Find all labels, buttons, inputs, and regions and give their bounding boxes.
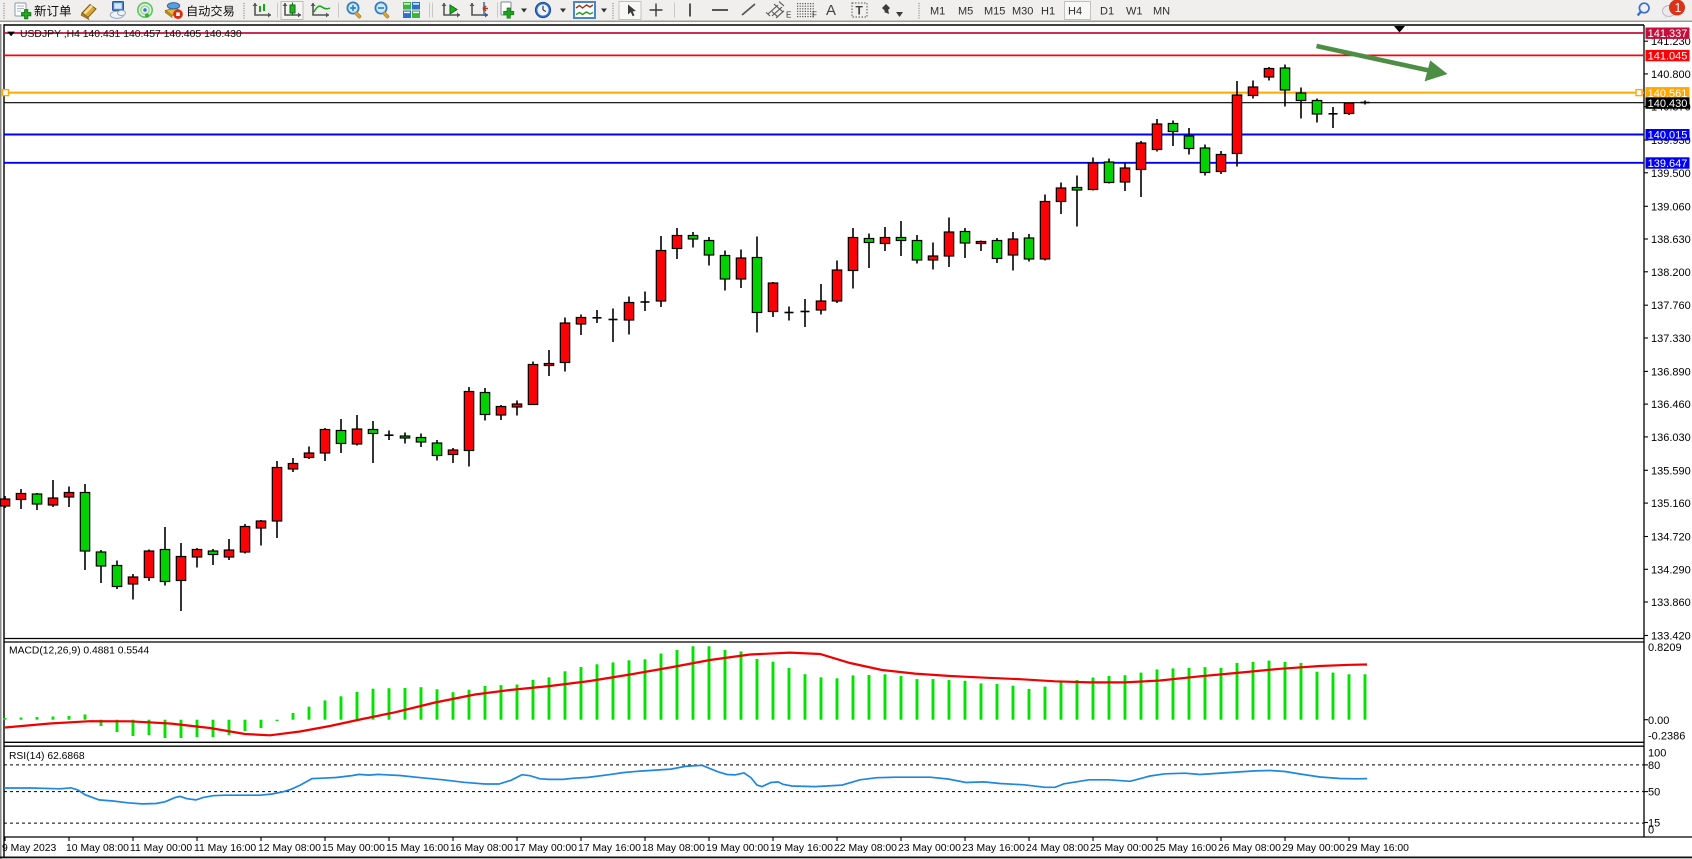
svg-text:11 May 00:00: 11 May 00:00 — [130, 843, 192, 854]
svg-text:140.015: 140.015 — [1648, 130, 1688, 142]
svg-text:17 May 16:00: 17 May 16:00 — [578, 843, 641, 854]
svg-text:16 May 08:00: 16 May 08:00 — [450, 843, 513, 854]
svg-text:133.420: 133.420 — [1651, 631, 1691, 643]
svg-text:17 May 00:00: 17 May 00:00 — [514, 843, 577, 854]
svg-text:26 May 08:00: 26 May 08:00 — [1218, 843, 1281, 854]
svg-text:M1: M1 — [930, 6, 945, 18]
svg-text:H1: H1 — [1041, 6, 1055, 18]
svg-text:23 May 16:00: 23 May 16:00 — [962, 843, 1025, 854]
svg-text:RSI(14) 62.6868: RSI(14) 62.6868 — [9, 751, 85, 762]
svg-text:140.561: 140.561 — [1648, 88, 1688, 100]
svg-text:141.230: 141.230 — [1651, 36, 1691, 48]
svg-text:MACD(12,26,9) 0.4881 0.5544: MACD(12,26,9) 0.4881 0.5544 — [9, 646, 150, 657]
svg-text:138.200: 138.200 — [1651, 267, 1691, 279]
svg-text:100: 100 — [1648, 748, 1666, 760]
svg-text:50: 50 — [1648, 787, 1660, 799]
svg-text:H4: H4 — [1068, 6, 1082, 18]
svg-text:M30: M30 — [1012, 6, 1033, 18]
svg-text:1: 1 — [1675, 1, 1682, 15]
svg-text:133.860: 133.860 — [1651, 597, 1691, 609]
svg-text:136.460: 136.460 — [1651, 399, 1691, 411]
svg-text:141.045: 141.045 — [1648, 51, 1688, 63]
svg-text:134.720: 134.720 — [1651, 532, 1691, 544]
svg-text:15 May 16:00: 15 May 16:00 — [386, 843, 449, 854]
svg-text:0.8209: 0.8209 — [1648, 642, 1682, 654]
svg-text:M5: M5 — [958, 6, 973, 18]
svg-text:T: T — [856, 4, 864, 18]
svg-text:134.290: 134.290 — [1651, 564, 1691, 576]
svg-text:15 May 00:00: 15 May 00:00 — [322, 843, 385, 854]
svg-text:E: E — [786, 11, 791, 20]
svg-text:11 May 16:00: 11 May 16:00 — [194, 843, 256, 854]
svg-text:140.430: 140.430 — [1648, 98, 1688, 110]
svg-text:141.337: 141.337 — [1648, 28, 1688, 40]
svg-text:137.330: 137.330 — [1651, 333, 1691, 345]
svg-text:19 May 00:00: 19 May 00:00 — [706, 843, 769, 854]
svg-text:0: 0 — [1648, 825, 1654, 837]
svg-text:12 May 08:00: 12 May 08:00 — [258, 843, 321, 854]
svg-text:135.160: 135.160 — [1651, 498, 1691, 510]
svg-text:W1: W1 — [1126, 6, 1143, 18]
svg-text:9 May 2023: 9 May 2023 — [2, 843, 57, 854]
svg-text:A: A — [826, 2, 836, 19]
svg-text:-0.2386: -0.2386 — [1648, 731, 1685, 743]
svg-text:19 May 16:00: 19 May 16:00 — [770, 843, 833, 854]
svg-text:136.030: 136.030 — [1651, 432, 1691, 444]
svg-text:F: F — [812, 11, 817, 20]
svg-text:USDJPY ,H4 140.431 140.457 14: USDJPY ,H4 140.431 140.457 140.405 140.4… — [20, 29, 242, 40]
svg-text:22 May 08:00: 22 May 08:00 — [834, 843, 897, 854]
svg-text:80: 80 — [1648, 760, 1660, 772]
svg-text:135.590: 135.590 — [1651, 465, 1691, 477]
svg-text:15: 15 — [1648, 818, 1660, 830]
svg-text:M15: M15 — [984, 6, 1005, 18]
svg-text:MN: MN — [1153, 6, 1170, 18]
svg-text:140.800: 140.800 — [1651, 69, 1691, 81]
svg-text:136.890: 136.890 — [1651, 366, 1691, 378]
svg-text:25 May 00:00: 25 May 00:00 — [1090, 843, 1153, 854]
svg-text:24 May 08:00: 24 May 08:00 — [1026, 843, 1089, 854]
svg-text:137.760: 137.760 — [1651, 300, 1691, 312]
svg-text:139.500: 139.500 — [1651, 168, 1691, 180]
svg-text:29 May 00:00: 29 May 00:00 — [1282, 843, 1345, 854]
svg-text:0.00: 0.00 — [1648, 715, 1669, 727]
svg-text:25 May 16:00: 25 May 16:00 — [1154, 843, 1217, 854]
svg-text:D1: D1 — [1100, 6, 1114, 18]
svg-text:139.060: 139.060 — [1651, 201, 1691, 213]
svg-text:10 May 08:00: 10 May 08:00 — [66, 843, 129, 854]
svg-text:29 May 16:00: 29 May 16:00 — [1346, 843, 1409, 854]
svg-text:18 May 08:00: 18 May 08:00 — [642, 843, 705, 854]
svg-text:138.630: 138.630 — [1651, 234, 1691, 246]
svg-text:23 May 00:00: 23 May 00:00 — [898, 843, 961, 854]
svg-text:139.647: 139.647 — [1648, 158, 1688, 170]
